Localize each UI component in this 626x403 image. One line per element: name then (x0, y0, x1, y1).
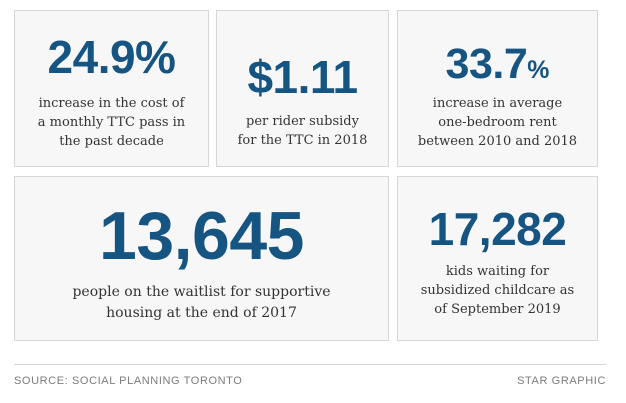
stat-description: increase in the cost of a monthly TTC pa… (15, 94, 208, 151)
graphic-credit: STAR GRAPHIC (517, 375, 606, 387)
description-line: increase in the cost of (38, 96, 185, 111)
description-line: subsidized childcare as (420, 283, 575, 298)
description-line: increase in average (432, 96, 563, 111)
stat-description: increase in average one-bedroom rent bet… (398, 94, 597, 151)
stat-card-childcare-waitlist: 17,282 kids waiting for subsidized child… (397, 176, 598, 341)
source-credit: SOURCE: SOCIAL PLANNING TORONTO (14, 375, 243, 387)
description-line: per rider subsidy (246, 114, 359, 129)
stat-description: people on the waitlist for supportive ho… (15, 282, 388, 324)
description-line: people on the waitlist for supportive (72, 284, 331, 300)
description-line: a monthly TTC pass in (37, 115, 186, 130)
description-line: between 2010 and 2018 (417, 134, 578, 149)
stat-value: 17,282 (398, 206, 597, 252)
stat-number: 33.7 (445, 40, 528, 88)
stat-unit: % (527, 56, 550, 84)
description-line: kids waiting for (445, 264, 550, 279)
stat-value: 33.7% (398, 43, 597, 86)
stat-value: $1.11 (217, 54, 388, 100)
stat-description: per rider subsidy for the TTC in 2018 (217, 112, 388, 150)
description-line: one-bedroom rent (438, 115, 557, 130)
description-line: of September 2019 (434, 302, 561, 317)
stat-card-rent-increase: 33.7% increase in average one-bedroom re… (397, 10, 598, 167)
stat-card-ttc-subsidy: $1.11 per rider subsidy for the TTC in 2… (216, 10, 389, 167)
footer-divider (14, 364, 606, 365)
stat-value: 13,645 (15, 202, 388, 270)
stat-card-ttc-pass-cost: 24.9% increase in the cost of a monthly … (14, 10, 209, 167)
stat-number: 13,645 (99, 198, 304, 274)
stat-number: 17,282 (428, 203, 567, 255)
description-line: the past decade (59, 134, 164, 149)
stat-card-supportive-housing-waitlist: 13,645 people on the waitlist for suppor… (14, 176, 389, 341)
description-line: for the TTC in 2018 (237, 133, 368, 148)
stat-value: 24.9% (15, 34, 208, 80)
stat-description: kids waiting for subsidized childcare as… (398, 262, 597, 319)
description-line: housing at the end of 2017 (106, 305, 297, 321)
stat-number: $1.11 (247, 51, 358, 103)
stat-number: 24.9% (47, 31, 176, 83)
